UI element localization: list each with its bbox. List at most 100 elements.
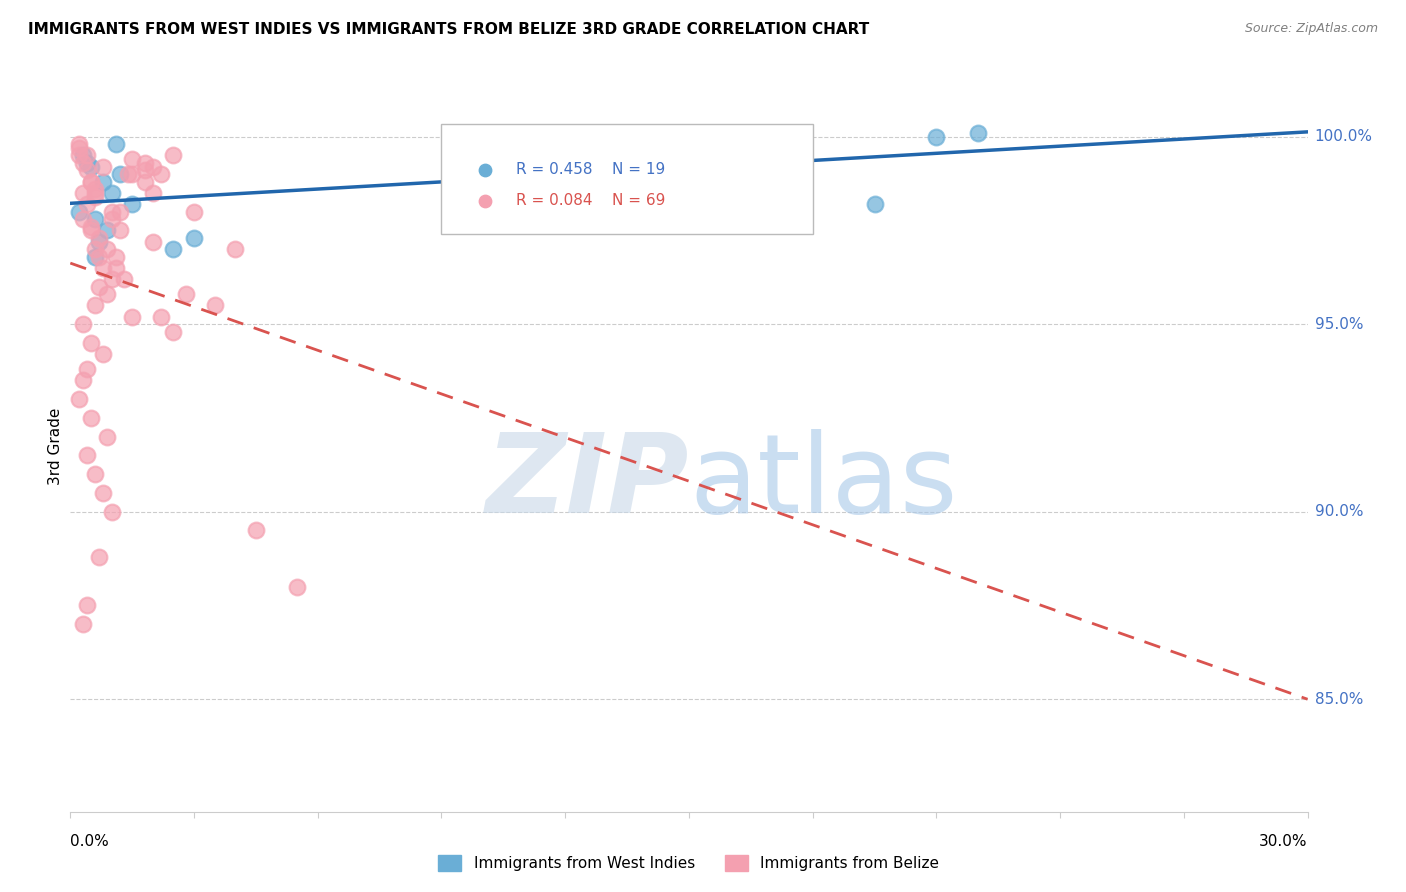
Point [108,167,131,181]
Point [67,141,90,155]
Point [224,242,246,256]
Text: 0.0%: 0.0% [70,834,110,849]
Point [84,212,107,227]
Point [67,392,90,406]
Point [91,160,114,174]
Point [72,317,94,331]
Point [80,219,103,234]
Point [121,152,143,166]
Point [183,231,205,245]
Point [162,242,184,256]
Point [67,204,90,219]
Point [100,505,122,519]
Point [245,524,267,538]
Point [91,260,114,275]
Point [76,163,98,178]
FancyBboxPatch shape [441,124,813,234]
Point [162,148,184,162]
Point [863,197,886,211]
Point [80,335,103,350]
Point [89,549,111,564]
Point [67,136,90,151]
Point [134,156,156,170]
Point [117,167,139,181]
Point [76,156,98,170]
Point [76,148,98,162]
Point [72,186,94,200]
Point [100,204,122,219]
Point [80,223,103,237]
Point [96,223,118,237]
Point [104,260,127,275]
Point [100,272,122,286]
Y-axis label: 3rd Grade: 3rd Grade [48,408,63,484]
Point [285,580,308,594]
Point [121,197,143,211]
Point [134,175,156,189]
Point [91,175,114,189]
Point [100,212,122,227]
Point [96,287,118,301]
Point [84,189,107,203]
Text: IMMIGRANTS FROM WEST INDIES VS IMMIGRANTS FROM BELIZE 3RD GRADE CORRELATION CHAR: IMMIGRANTS FROM WEST INDIES VS IMMIGRANT… [28,22,869,37]
Point [150,310,173,324]
Legend: Immigrants from West Indies, Immigrants from Belize: Immigrants from West Indies, Immigrants … [432,849,946,877]
Point [84,242,107,256]
Point [89,279,111,293]
Point [89,235,111,249]
Point [72,148,94,162]
Text: atlas: atlas [689,429,957,536]
Text: 85.0%: 85.0% [1315,691,1362,706]
Point [91,347,114,361]
Text: 90.0%: 90.0% [1315,504,1362,519]
Point [80,175,103,189]
Point [76,197,98,211]
Text: 100.0%: 100.0% [1315,129,1372,144]
Point [108,223,131,237]
Point [80,160,103,174]
Point [142,235,165,249]
Point [72,617,94,632]
Text: R = 0.084    N = 69: R = 0.084 N = 69 [516,194,665,209]
Point [966,126,988,140]
Point [76,362,98,376]
Point [121,167,143,181]
Point [183,204,205,219]
Point [142,160,165,174]
Point [80,175,103,189]
Point [134,163,156,178]
Point [108,204,131,219]
Point [104,136,127,151]
Point [91,486,114,500]
Point [72,156,94,170]
Point [925,129,948,144]
Point [121,310,143,324]
Text: ZIP: ZIP [485,429,689,536]
Point [84,467,107,482]
Point [96,429,118,443]
Point [162,325,184,339]
Point [112,272,135,286]
Point [174,287,197,301]
Point [84,186,107,200]
Point [100,186,122,200]
Point [84,182,107,196]
Point [89,231,111,245]
Point [72,212,94,227]
Point [637,136,659,151]
Point [204,298,226,312]
Point [84,250,107,264]
Point [89,250,111,264]
Point [142,186,165,200]
Point [67,148,90,162]
Text: 30.0%: 30.0% [1260,834,1308,849]
Point [150,167,173,181]
Point [72,373,94,387]
Text: 95.0%: 95.0% [1315,317,1362,332]
Point [80,410,103,425]
Point [84,298,107,312]
Point [76,449,98,463]
Point [96,242,118,256]
Point [76,599,98,613]
Text: Source: ZipAtlas.com: Source: ZipAtlas.com [1244,22,1378,36]
